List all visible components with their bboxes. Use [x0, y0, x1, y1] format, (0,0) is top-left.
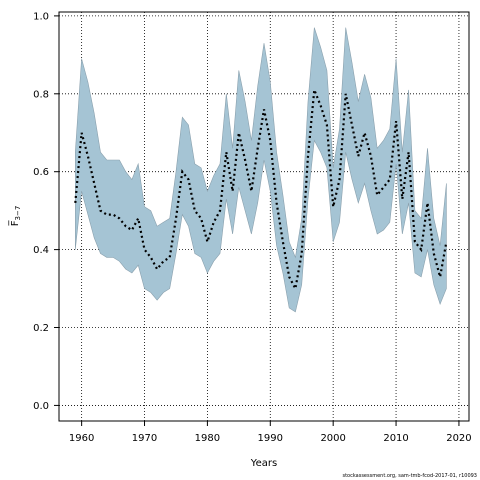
x-axis: 1960 1970 1980 1990 2000 2010 2020: [69, 421, 472, 444]
y-axis-title: F̅3−7: [8, 206, 22, 227]
credit-text: stockassessment.org, sam-tmb-fcod-2017-0…: [342, 473, 477, 479]
x-tick-label: 2000: [320, 433, 345, 444]
y-tick-label: 0.6: [33, 167, 49, 178]
y-tick-label: 0.2: [33, 323, 49, 334]
confidence-band: [75, 27, 447, 313]
y-axis-title-sub: 3−7: [14, 206, 22, 221]
y-tick-label: 0.8: [33, 89, 49, 100]
x-tick-label: 1960: [69, 433, 94, 444]
y-axis-title-group: F̅3−7: [8, 206, 22, 227]
y-tick-label: 0.0: [33, 401, 49, 412]
x-tick-label: 2010: [383, 433, 408, 444]
x-tick-label: 1990: [258, 433, 283, 444]
plot-frame: [58, 11, 470, 422]
y-axis: 0.0 0.2 0.4 0.6 0.8 1.0: [33, 11, 59, 412]
x-tick-label: 1980: [195, 433, 220, 444]
x-tick-label: 1970: [132, 433, 157, 444]
y-tick-label: 0.4: [33, 245, 49, 256]
estimate-line: [74, 89, 448, 292]
x-tick-label: 2020: [446, 433, 471, 444]
y-axis-title-main: F̅: [8, 220, 21, 227]
y-tick-label: 1.0: [33, 11, 49, 22]
x-axis-title: Years: [250, 458, 277, 469]
